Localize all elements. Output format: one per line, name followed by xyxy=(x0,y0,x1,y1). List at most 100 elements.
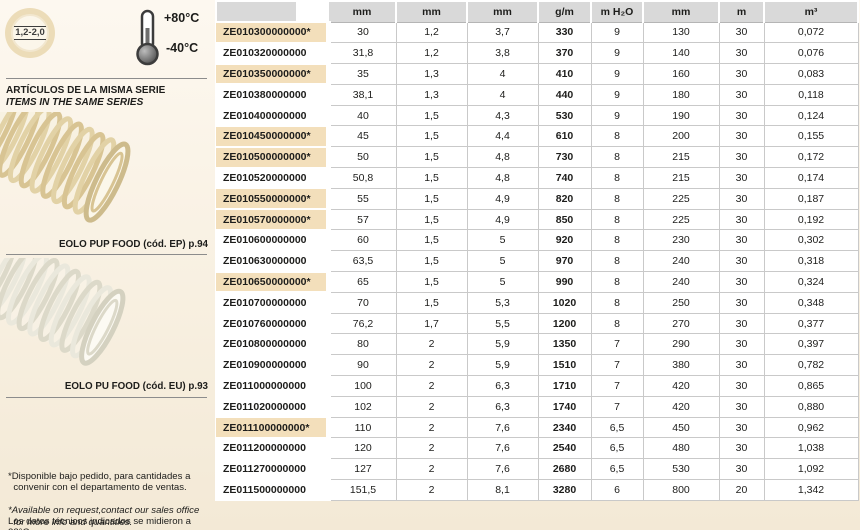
sidebar: 1,2-2,0 +80°C -40°C ARTÍCULOS DE LA MISM… xyxy=(0,0,215,530)
table-row: ZE010380000000 38,1 1,3 4 440 9 180 30 0,118 xyxy=(216,83,859,107)
table-row: ZE011200000000 120 2 7,6 2540 6,5 480 30 1,038 xyxy=(216,437,859,460)
column-header: g/m xyxy=(537,0,592,23)
value-cell: 30 xyxy=(718,312,765,335)
header-row: mm mm mm g/m m H₂O mm m m³ xyxy=(215,0,859,23)
value-cell: 0,118 xyxy=(763,83,859,106)
value-cell: 420 xyxy=(642,375,720,397)
value-cell: 180 xyxy=(642,83,720,106)
value-cell: 8 xyxy=(590,250,644,273)
table-row: ZE010320000000 31,8 1,2 3,8 370 9 140 30 0,076 xyxy=(216,42,859,65)
value-cell: 8 xyxy=(590,208,644,231)
value-cell: 0,172 xyxy=(763,146,859,169)
column-header: mm xyxy=(327,0,397,23)
value-cell: 8 xyxy=(590,229,644,252)
value-cell: 7,6 xyxy=(466,437,539,460)
value-cell: 2 xyxy=(395,333,468,356)
thickness-badge: 1,2-2,0 xyxy=(5,8,55,58)
value-cell: 3280 xyxy=(537,479,592,501)
product-caption: EOLO PU FOOD (cód. EU) p.93 xyxy=(64,381,208,392)
value-cell: 6,5 xyxy=(590,437,644,460)
value-cell: 230 xyxy=(642,229,720,252)
series-title: ARTÍCULOS DE LA MISMA SERIE ITEMS IN THE… xyxy=(6,85,211,109)
temperature-range: +80°C -40°C xyxy=(134,8,212,66)
value-cell: 8,1 xyxy=(466,479,539,501)
value-cell: 1,7 xyxy=(395,312,468,335)
value-cell: 127 xyxy=(327,458,397,481)
value-cell: 5,9 xyxy=(466,333,539,356)
table-row: ZE010600000000 60 1,5 5 920 8 230 30 0,302 xyxy=(216,229,859,252)
value-cell: 1,5 xyxy=(395,167,468,189)
value-cell: 90 xyxy=(327,354,397,377)
value-cell: 290 xyxy=(642,333,720,356)
value-cell: 1020 xyxy=(537,291,592,314)
value-cell: 5 xyxy=(466,271,539,293)
value-cell: 35 xyxy=(327,63,397,85)
value-cell: 30 xyxy=(718,167,765,189)
value-cell: 130 xyxy=(642,21,720,44)
value-cell: 120 xyxy=(327,437,397,460)
product-code-cell: ZE010550000000* xyxy=(216,187,331,211)
value-cell: 30 xyxy=(718,437,765,460)
value-cell: 30 xyxy=(718,291,765,314)
value-cell: 151,5 xyxy=(327,479,397,501)
value-cell: 31,8 xyxy=(327,42,397,65)
value-cell: 100 xyxy=(327,375,397,397)
value-cell: 240 xyxy=(642,271,720,293)
value-cell: 1740 xyxy=(537,395,592,418)
value-cell: 225 xyxy=(642,187,720,210)
value-cell: 9 xyxy=(590,42,644,65)
value-cell: 1,5 xyxy=(395,229,468,252)
value-cell: 4,9 xyxy=(466,187,539,210)
product-code-cell: ZE010760000000 xyxy=(216,312,331,335)
thickness-badge-inner: 1,2-2,0 xyxy=(11,14,49,52)
hose-image-eolo-pu-food xyxy=(0,258,126,366)
value-cell: 240 xyxy=(642,250,720,273)
table-row: ZE010400000000 40 1,5 4,3 530 9 190 30 0,124 xyxy=(216,104,859,127)
value-cell: 50 xyxy=(327,146,397,169)
value-cell: 0,782 xyxy=(763,354,859,377)
value-cell: 30 xyxy=(718,395,765,418)
value-cell: 38,1 xyxy=(327,83,397,106)
value-cell: 30 xyxy=(327,21,397,44)
value-cell: 2 xyxy=(395,354,468,377)
value-cell: 30 xyxy=(718,125,765,148)
value-cell: 4 xyxy=(466,63,539,85)
value-cell: 30 xyxy=(718,250,765,273)
value-cell: 30 xyxy=(718,187,765,210)
value-cell: 0,962 xyxy=(763,416,859,439)
value-cell: 9 xyxy=(590,83,644,106)
value-cell: 4,8 xyxy=(466,146,539,169)
value-cell: 225 xyxy=(642,208,720,231)
value-cell: 2540 xyxy=(537,437,592,460)
value-cell: 1710 xyxy=(537,375,592,397)
value-cell: 4,8 xyxy=(466,167,539,189)
table-row: ZE010550000000* 55 1,5 4,9 820 8 225 30 0,187 xyxy=(216,187,859,211)
product-code-cell: ZE010300000000* xyxy=(216,21,331,44)
value-cell: 1,5 xyxy=(395,208,468,231)
value-cell: 270 xyxy=(642,312,720,335)
value-cell: 2680 xyxy=(537,458,592,481)
value-cell: 5 xyxy=(466,229,539,252)
product-code-cell: ZE010800000000 xyxy=(216,333,331,356)
value-cell: 0,302 xyxy=(763,229,859,252)
value-cell: 2 xyxy=(395,458,468,481)
value-cell: 6,3 xyxy=(466,375,539,397)
value-cell: 370 xyxy=(537,42,592,65)
footnote-measurement: Los datos técnicos indicados se midieron… xyxy=(8,516,191,530)
value-cell: 4,9 xyxy=(466,208,539,231)
value-cell: 2340 xyxy=(537,416,592,439)
table-row: ZE010570000000* 57 1,5 4,9 850 8 225 30 0,192 xyxy=(216,208,859,231)
value-cell: 9 xyxy=(590,104,644,127)
value-cell: 30 xyxy=(718,42,765,65)
value-cell: 0,880 xyxy=(763,395,859,418)
product-code-cell: ZE010600000000 xyxy=(216,229,331,252)
product-code-cell: ZE011100000000* xyxy=(216,416,331,439)
product-code-cell: ZE010650000000* xyxy=(216,271,331,294)
value-cell: 530 xyxy=(537,104,592,127)
product-code-cell: ZE010400000000 xyxy=(216,104,331,127)
value-cell: 40 xyxy=(327,104,397,127)
value-cell: 20 xyxy=(718,479,765,501)
product-divider xyxy=(6,254,207,255)
value-cell: 1200 xyxy=(537,312,592,335)
value-cell: 480 xyxy=(642,437,720,460)
